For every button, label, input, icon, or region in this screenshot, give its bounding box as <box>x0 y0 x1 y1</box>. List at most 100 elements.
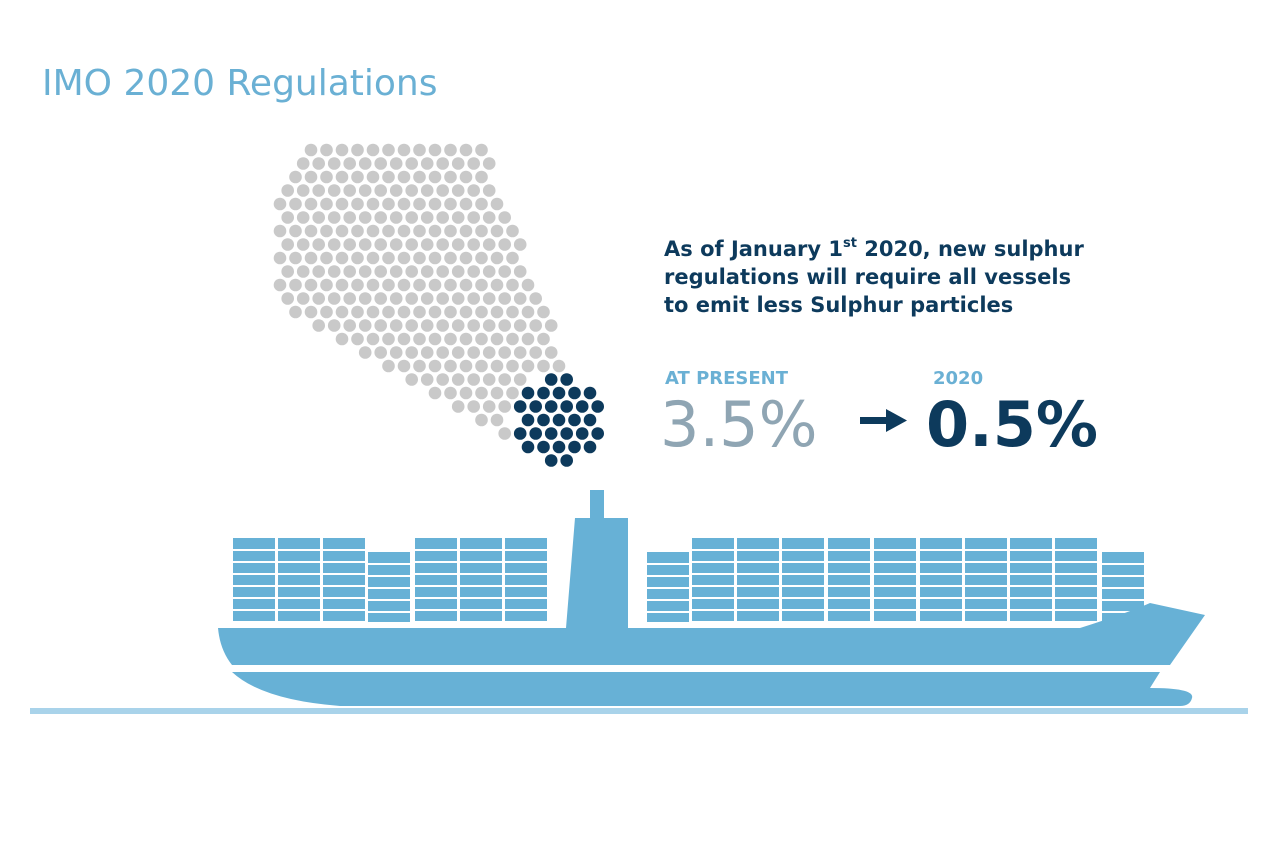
dark-dot <box>513 427 527 440</box>
dark-dot <box>544 427 558 440</box>
grey-dot <box>475 305 488 319</box>
grey-dot <box>467 346 481 359</box>
grey-dot <box>405 211 419 224</box>
grey-dot <box>451 292 465 305</box>
container-gap <box>965 585 1007 587</box>
container-gap <box>737 621 779 623</box>
container-gap <box>415 621 457 623</box>
title: IMO 2020 Regulations <box>42 63 438 104</box>
container-gap <box>368 599 410 601</box>
dark-dot <box>560 400 573 413</box>
container-gap <box>737 609 779 611</box>
grey-dot <box>444 251 457 265</box>
container-gap <box>1102 563 1144 565</box>
container-stack <box>278 538 320 622</box>
grey-dot <box>451 211 465 224</box>
container-gap <box>460 597 502 599</box>
grey-dot <box>389 157 403 170</box>
container-gap <box>782 573 824 575</box>
grey-dot <box>428 359 442 373</box>
grey-dot <box>335 332 349 346</box>
grey-dot <box>312 157 326 170</box>
grey-dot <box>351 332 364 346</box>
statement-line: to emit less Sulphur particles <box>664 293 1013 317</box>
grey-dot <box>467 319 481 332</box>
container-gap <box>1055 597 1097 599</box>
container-gap <box>828 549 870 551</box>
container-gap <box>874 609 916 611</box>
grey-dot <box>335 278 349 292</box>
grey-dot <box>397 278 411 292</box>
grey-dot <box>405 292 419 305</box>
container-gap <box>920 597 962 599</box>
before-label: AT PRESENT <box>665 368 789 389</box>
grey-dot <box>304 170 318 184</box>
grey-dot <box>405 346 419 359</box>
grey-dot <box>335 305 349 319</box>
container-gap <box>233 573 275 575</box>
grey-dot <box>428 386 442 400</box>
dark-dot <box>583 386 597 400</box>
grey-dot <box>482 157 496 170</box>
statement-text: As of January 1 <box>664 237 843 261</box>
grey-dot <box>281 238 295 251</box>
container-gap <box>368 587 410 589</box>
grey-dot <box>312 292 326 305</box>
grey-dot <box>513 238 527 251</box>
grey-dot <box>343 157 357 170</box>
grey-dot <box>498 265 512 278</box>
grey-dot <box>444 170 457 184</box>
container-gap <box>782 597 824 599</box>
grey-dot <box>482 400 496 413</box>
grey-dot <box>366 251 380 265</box>
container-stack <box>323 538 365 622</box>
grey-dot <box>482 292 496 305</box>
container-gap <box>323 585 365 587</box>
grey-dot <box>475 359 488 373</box>
container-gap <box>874 621 916 623</box>
grey-dot <box>482 184 496 197</box>
container-gap <box>965 561 1007 563</box>
grey-dot <box>420 238 434 251</box>
grey-dot <box>475 251 488 265</box>
grey-dot <box>482 346 496 359</box>
grey-dot <box>304 305 318 319</box>
grey-dot <box>467 265 481 278</box>
grey-dot <box>397 305 411 319</box>
grey-dot <box>366 278 380 292</box>
grey-dot <box>389 238 403 251</box>
grey-dot <box>467 157 481 170</box>
grey-dot <box>320 278 333 292</box>
dark-dot <box>521 413 535 427</box>
grey-dot <box>420 157 434 170</box>
grey-dot <box>389 346 403 359</box>
grey-dot <box>343 211 357 224</box>
grey-dot <box>490 305 504 319</box>
grey-dot <box>459 143 473 157</box>
grey-dot <box>490 278 504 292</box>
dark-dot <box>568 440 581 454</box>
container-gap <box>692 585 734 587</box>
container-stack <box>828 538 870 622</box>
grey-dot <box>358 211 372 224</box>
container-gap <box>233 597 275 599</box>
grey-dot <box>413 143 426 157</box>
grey-dot <box>413 332 426 346</box>
grey-dot <box>289 251 302 265</box>
grey-dot <box>544 346 558 359</box>
container-gap <box>874 561 916 563</box>
grey-dot <box>382 170 395 184</box>
grey-dot <box>498 373 512 386</box>
container-stack <box>874 538 916 622</box>
grey-dot <box>467 238 481 251</box>
container-gap <box>415 609 457 611</box>
grey-dot <box>498 427 512 440</box>
grey-dot <box>436 319 450 332</box>
container-gap <box>737 549 779 551</box>
grey-dot <box>451 265 465 278</box>
container-gap <box>505 597 547 599</box>
container-gap <box>737 597 779 599</box>
waterline <box>30 708 1248 714</box>
container-gap <box>874 597 916 599</box>
container-gap <box>278 573 320 575</box>
